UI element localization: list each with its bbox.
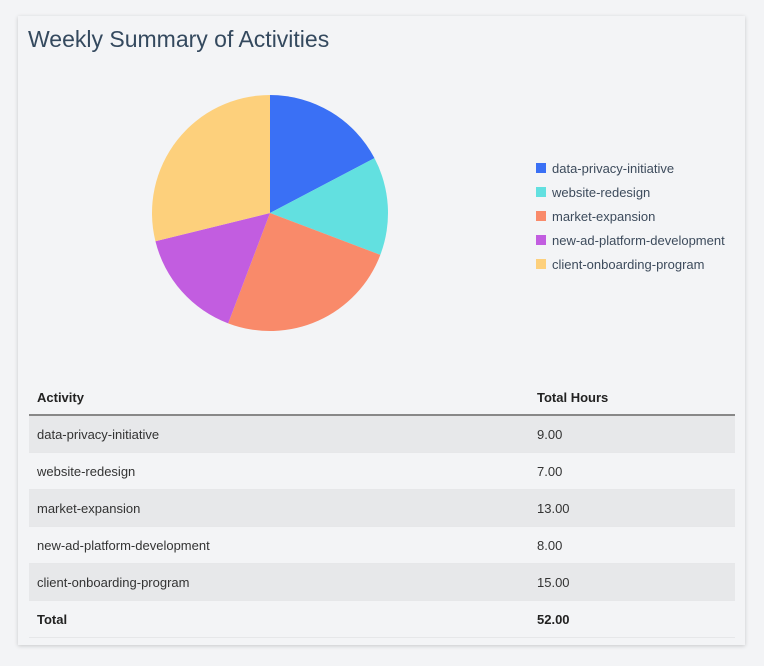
legend-label: market-expansion [552, 208, 656, 224]
legend-item[interactable]: new-ad-platform-development [536, 228, 725, 252]
hours-cell: 7.00 [529, 452, 735, 490]
total-row: Total 52.00 [29, 600, 735, 638]
page-title: Weekly Summary of Activities [28, 26, 330, 52]
legend-item[interactable]: website-redesign [536, 180, 725, 204]
table-row: market-expansion 13.00 [29, 489, 735, 527]
hours-cell: 8.00 [529, 526, 735, 564]
legend-swatch [536, 259, 546, 269]
hours-cell: 13.00 [529, 489, 735, 527]
activity-cell: data-privacy-initiative [29, 415, 529, 453]
pie-slice-new-ad-platform-development[interactable] [155, 213, 270, 324]
table-row: data-privacy-initiative 9.00 [29, 415, 735, 453]
legend-item[interactable]: data-privacy-initiative [536, 156, 725, 180]
legend-label: website-redesign [552, 184, 651, 200]
table-row: new-ad-platform-development 8.00 [29, 526, 735, 564]
activity-cell: client-onboarding-program [29, 563, 529, 601]
table-row: website-redesign 7.00 [29, 452, 735, 490]
legend-swatch [536, 235, 546, 245]
pie-slice-website-redesign[interactable] [270, 158, 388, 255]
pie-chart [152, 95, 388, 331]
pie-slice-client-onboarding-program[interactable] [152, 95, 270, 242]
activity-cell: website-redesign [29, 452, 529, 490]
legend-item[interactable]: client-onboarding-program [536, 252, 725, 276]
activity-table: Activity Total Hours data-privacy-initia… [29, 380, 735, 638]
table-row: client-onboarding-program 15.00 [29, 563, 735, 601]
chart-legend: data-privacy-initiative website-redesign m… [536, 156, 725, 276]
legend-label: data-privacy-initiative [552, 160, 675, 176]
legend-swatch [536, 187, 546, 197]
header-total-hours: Total Hours [529, 380, 735, 416]
summary-card: Weekly Summary of Activities data-privac… [18, 16, 745, 645]
legend-swatch [536, 163, 546, 173]
hours-cell: 15.00 [529, 563, 735, 601]
total-value: 52.00 [529, 600, 735, 638]
legend-swatch [536, 211, 546, 221]
hours-cell: 9.00 [529, 415, 735, 453]
total-label: Total [29, 600, 529, 638]
activity-cell: new-ad-platform-development [29, 526, 529, 564]
pie-slice-data-privacy-initiative[interactable] [270, 95, 375, 213]
pie-slice-market-expansion[interactable] [228, 213, 381, 331]
legend-label: new-ad-platform-development [552, 232, 725, 248]
legend-label: client-onboarding-program [552, 256, 705, 272]
legend-item[interactable]: market-expansion [536, 204, 725, 228]
header-activity: Activity [29, 380, 529, 416]
activity-cell: market-expansion [29, 489, 529, 527]
